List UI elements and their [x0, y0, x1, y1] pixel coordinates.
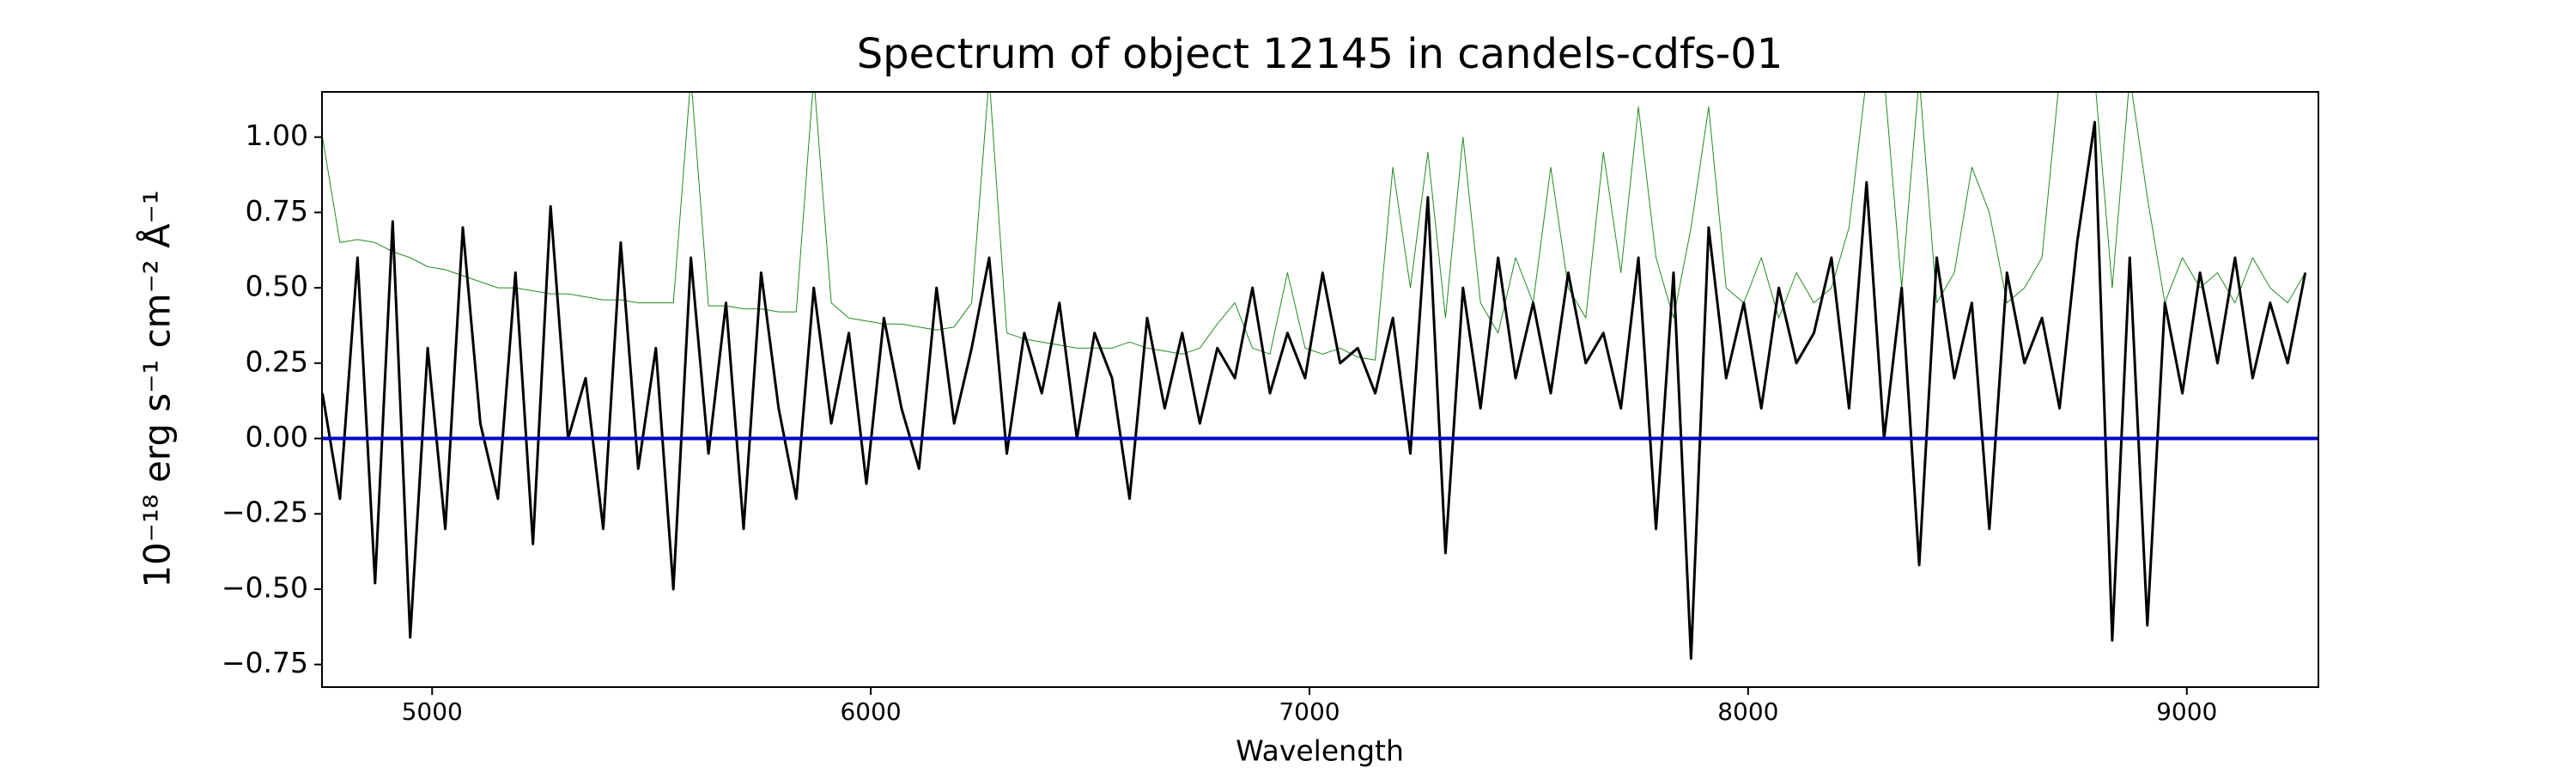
y-tick-label: 0.75 — [246, 194, 308, 228]
y-tick-label: 0.00 — [246, 420, 308, 453]
y-tick-label: −0.50 — [222, 570, 308, 604]
spectrum-line — [322, 120, 2307, 660]
y-tick-label: 1.00 — [246, 119, 308, 152]
y-axis-label: 10⁻¹⁸ erg s⁻¹ cm⁻² Å⁻¹ — [136, 190, 179, 587]
y-tick-label: −0.75 — [222, 646, 308, 679]
x-tick-label: 8000 — [1717, 697, 1778, 726]
chart-title: Spectrum of object 12145 in candels-cdfs… — [857, 30, 1783, 78]
x-tick-label: 5000 — [402, 697, 463, 726]
plot-area — [322, 92, 2318, 660]
axes-frame — [321, 91, 2319, 688]
x-tick-label: 6000 — [840, 697, 901, 726]
y-tick-label: −0.25 — [222, 496, 308, 529]
y-tick-label: 0.50 — [246, 270, 308, 303]
y-tick-label: 0.25 — [246, 344, 308, 378]
spectrum-line — [322, 92, 2306, 361]
x-axis-label: Wavelength — [1236, 734, 1404, 768]
x-tick-label: 9000 — [2156, 697, 2217, 726]
x-tick-label: 7000 — [1279, 697, 1340, 726]
